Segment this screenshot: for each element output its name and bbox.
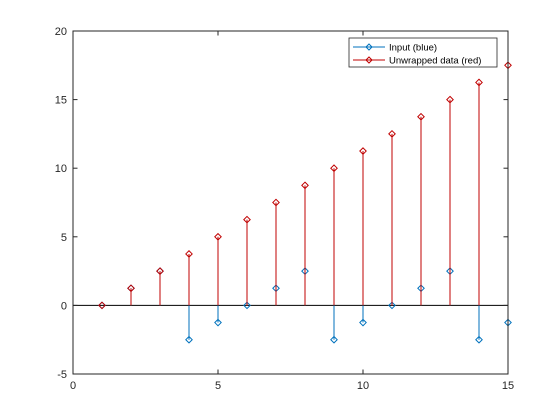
y-tick-label: 0: [61, 300, 67, 312]
y-tick-label: 15: [55, 95, 67, 107]
x-tick-label: 5: [215, 380, 221, 392]
stem-marker: [475, 78, 483, 87]
legend-box: [348, 37, 498, 68]
stem-marker: [214, 232, 222, 241]
y-tick-label: -5: [57, 369, 67, 381]
legend-label: Unwrapped data (red): [389, 56, 481, 67]
stem-marker: [359, 318, 367, 327]
stem-marker: [446, 95, 454, 104]
x-tick-label: 0: [70, 380, 76, 392]
y-tick-label: 10: [55, 163, 67, 175]
stem-marker: [388, 129, 396, 138]
y-tick-label: 5: [61, 232, 67, 244]
stem-marker: [243, 215, 251, 224]
stem-marker: [388, 301, 396, 310]
legend-marker: [365, 56, 373, 64]
stem-marker: [185, 335, 193, 344]
x-tick-label: 10: [357, 380, 369, 392]
stem-marker: [156, 267, 164, 276]
y-tick-label: 20: [55, 26, 67, 38]
stem-marker: [185, 250, 193, 258]
stem-marker: [243, 301, 251, 310]
legend-marker: [365, 43, 373, 51]
stem-marker: [214, 318, 222, 327]
axes-box: [72, 30, 509, 375]
stem-marker: [417, 112, 425, 121]
stem-marker: [359, 147, 367, 155]
stem-marker: [301, 181, 309, 190]
stem-marker: [272, 198, 280, 207]
stem-marker: [475, 335, 483, 344]
stem-marker: [127, 284, 135, 293]
x-tick-label: 15: [502, 380, 514, 392]
stem-marker: [330, 335, 338, 344]
stem-marker: [330, 164, 338, 173]
legend-label: Input (blue): [389, 43, 437, 54]
plot-area: [73, 31, 508, 374]
stem-marker: [98, 301, 106, 310]
